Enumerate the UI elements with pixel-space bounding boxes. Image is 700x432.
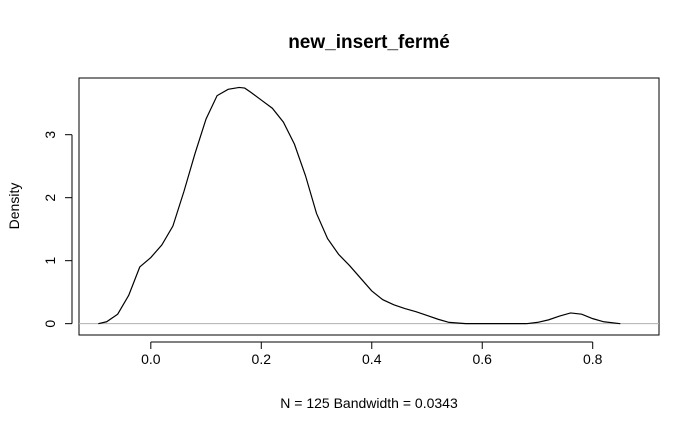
- x-axis: 0.0 0.2 0.4 0.6 0.8: [141, 341, 603, 367]
- x-tick-label: 0.6: [473, 351, 493, 367]
- y-axis: 0 1 2 3: [42, 131, 73, 328]
- y-tick-label: 1: [42, 257, 58, 265]
- x-tick-label: 0.8: [583, 351, 603, 367]
- plot-box: [78, 77, 660, 336]
- y-tick-label: 0: [42, 320, 58, 328]
- y-tick-label: 3: [42, 131, 58, 139]
- x-tick-label: 0.2: [252, 351, 272, 367]
- y-tick-label: 2: [42, 194, 58, 202]
- x-axis-label: N = 125 Bandwidth = 0.0343: [280, 395, 458, 411]
- x-tick-label: 0.4: [362, 351, 382, 367]
- x-tick-label: 0.0: [141, 351, 161, 367]
- y-axis-label: Density: [6, 183, 22, 230]
- density-line: [98, 86, 621, 325]
- chart-title: new_insert_fermé: [288, 32, 450, 53]
